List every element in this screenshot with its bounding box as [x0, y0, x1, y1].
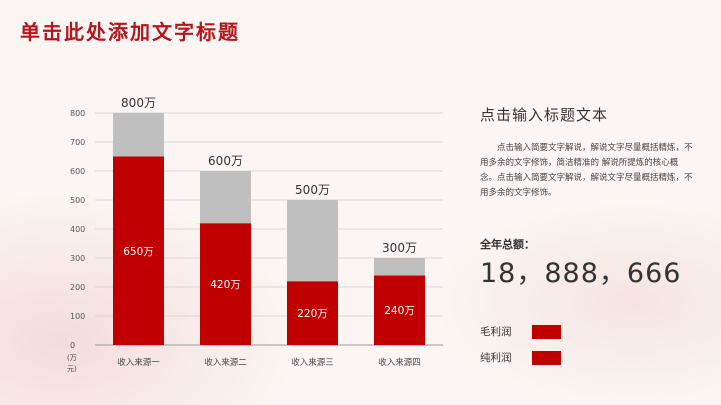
annual-total-value: 18，888，666	[480, 258, 682, 289]
bar-total-label: 800万	[121, 96, 156, 110]
bar-segment-gross	[113, 156, 164, 345]
bar-segment-remainder	[200, 171, 251, 224]
y-unit-label: 元)	[67, 365, 77, 373]
y-unit-label: (万	[67, 354, 77, 362]
bar-inner-label: 420万	[210, 279, 241, 291]
bar-segment-gross	[374, 275, 425, 345]
y-tick-label: 400	[70, 225, 85, 234]
bar-total-label: 600万	[208, 154, 243, 168]
y-tick-label: 800	[70, 109, 85, 118]
bar-segment-gross	[200, 223, 251, 345]
x-category-label: 收入来源一	[117, 357, 160, 368]
bar-inner-label: 240万	[384, 305, 415, 317]
legend-label: 毛利润	[480, 326, 512, 338]
y-tick-label: 500	[70, 196, 85, 205]
x-category-label: 收入来源四	[378, 357, 421, 368]
slide-title: 单击此处添加文字标题	[20, 20, 240, 44]
bar-total-label: 500万	[295, 183, 330, 197]
background-wash-right	[430, 200, 721, 405]
bar-total-label: 300万	[382, 241, 417, 255]
bar-inner-label: 650万	[123, 246, 154, 258]
bar-segment-remainder	[113, 113, 164, 157]
legend-swatch	[532, 324, 561, 339]
bar-segment-remainder	[374, 258, 425, 276]
y-tick-label: 100	[70, 312, 85, 321]
y-tick-label: 600	[70, 167, 85, 176]
legend-label: 纯利润	[480, 352, 512, 364]
legend-swatch	[532, 350, 561, 365]
x-category-label: 收入来源三	[291, 357, 334, 368]
side-description: 点击输入简要文字解说，解说文字尽量概括精炼，不用多余的文字修饰，简洁精准的 解说…	[480, 143, 693, 198]
y-tick-label: 200	[70, 283, 85, 292]
annual-total-caption: 全年总额：	[480, 238, 535, 251]
y-tick-label: 700	[70, 138, 85, 147]
bar-segment-remainder	[287, 200, 338, 282]
y-tick-label: 0	[70, 341, 75, 350]
legend-item-net-profit: 纯利润	[480, 350, 561, 365]
legend-item-gross-profit: 毛利润	[480, 324, 561, 339]
bar-inner-label: 220万	[297, 308, 328, 320]
bar-segment-gross	[287, 281, 338, 345]
x-category-label: 收入来源二	[204, 357, 247, 368]
side-title: 点击输入标题文本	[480, 106, 609, 124]
y-tick-label: 300	[70, 254, 85, 263]
